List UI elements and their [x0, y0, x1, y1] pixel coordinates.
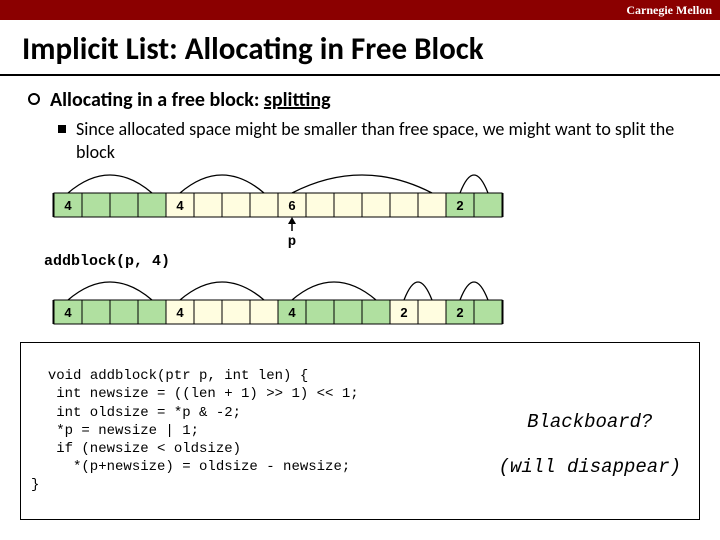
brand-text: Carnegie Mellon	[626, 3, 712, 18]
sub-bullet-row: Since allocated space might be smaller t…	[28, 118, 692, 163]
content-area: Allocating in a free block: splitting Si…	[0, 76, 720, 336]
svg-text:2: 2	[456, 305, 463, 320]
svg-text:2: 2	[456, 198, 463, 213]
diagram-before: 4 4 6 2 p	[28, 171, 692, 249]
svg-text:4: 4	[64, 305, 72, 320]
svg-text:4: 4	[176, 305, 184, 320]
code-box: void addblock(ptr p, int len) { int news…	[20, 342, 700, 520]
slide-title: Implicit List: Allocating in Free Block	[0, 20, 720, 76]
svg-text:4: 4	[176, 198, 184, 213]
diagram-after: 4 4 4 2 2	[28, 278, 692, 336]
bullet-marker-square	[58, 125, 66, 133]
blackboard-note: Blackboard? (will disappear)	[453, 388, 681, 502]
blackboard-line1: Blackboard?	[527, 411, 652, 433]
code-text: void addblock(ptr p, int len) { int news…	[31, 368, 359, 493]
brand-bar: Carnegie Mellon	[0, 0, 720, 20]
call-line: addblock(p, 4)	[28, 253, 692, 270]
main-bullet-lead: Allocating in a free block:	[50, 88, 264, 112]
main-bullet-em: splitting	[264, 88, 331, 112]
main-bullet-row: Allocating in a free block: splitting	[28, 88, 692, 112]
svg-text:2: 2	[400, 305, 407, 320]
sub-bullet-text: Since allocated space might be smaller t…	[76, 118, 692, 163]
main-bullet-text: Allocating in a free block: splitting	[50, 88, 331, 112]
svg-text:4: 4	[64, 198, 72, 213]
svg-text:p: p	[288, 234, 296, 249]
svg-text:4: 4	[288, 305, 296, 320]
blackboard-line2: (will disappear)	[499, 456, 681, 478]
svg-text:6: 6	[288, 198, 295, 213]
bullet-marker-circle	[28, 93, 40, 105]
